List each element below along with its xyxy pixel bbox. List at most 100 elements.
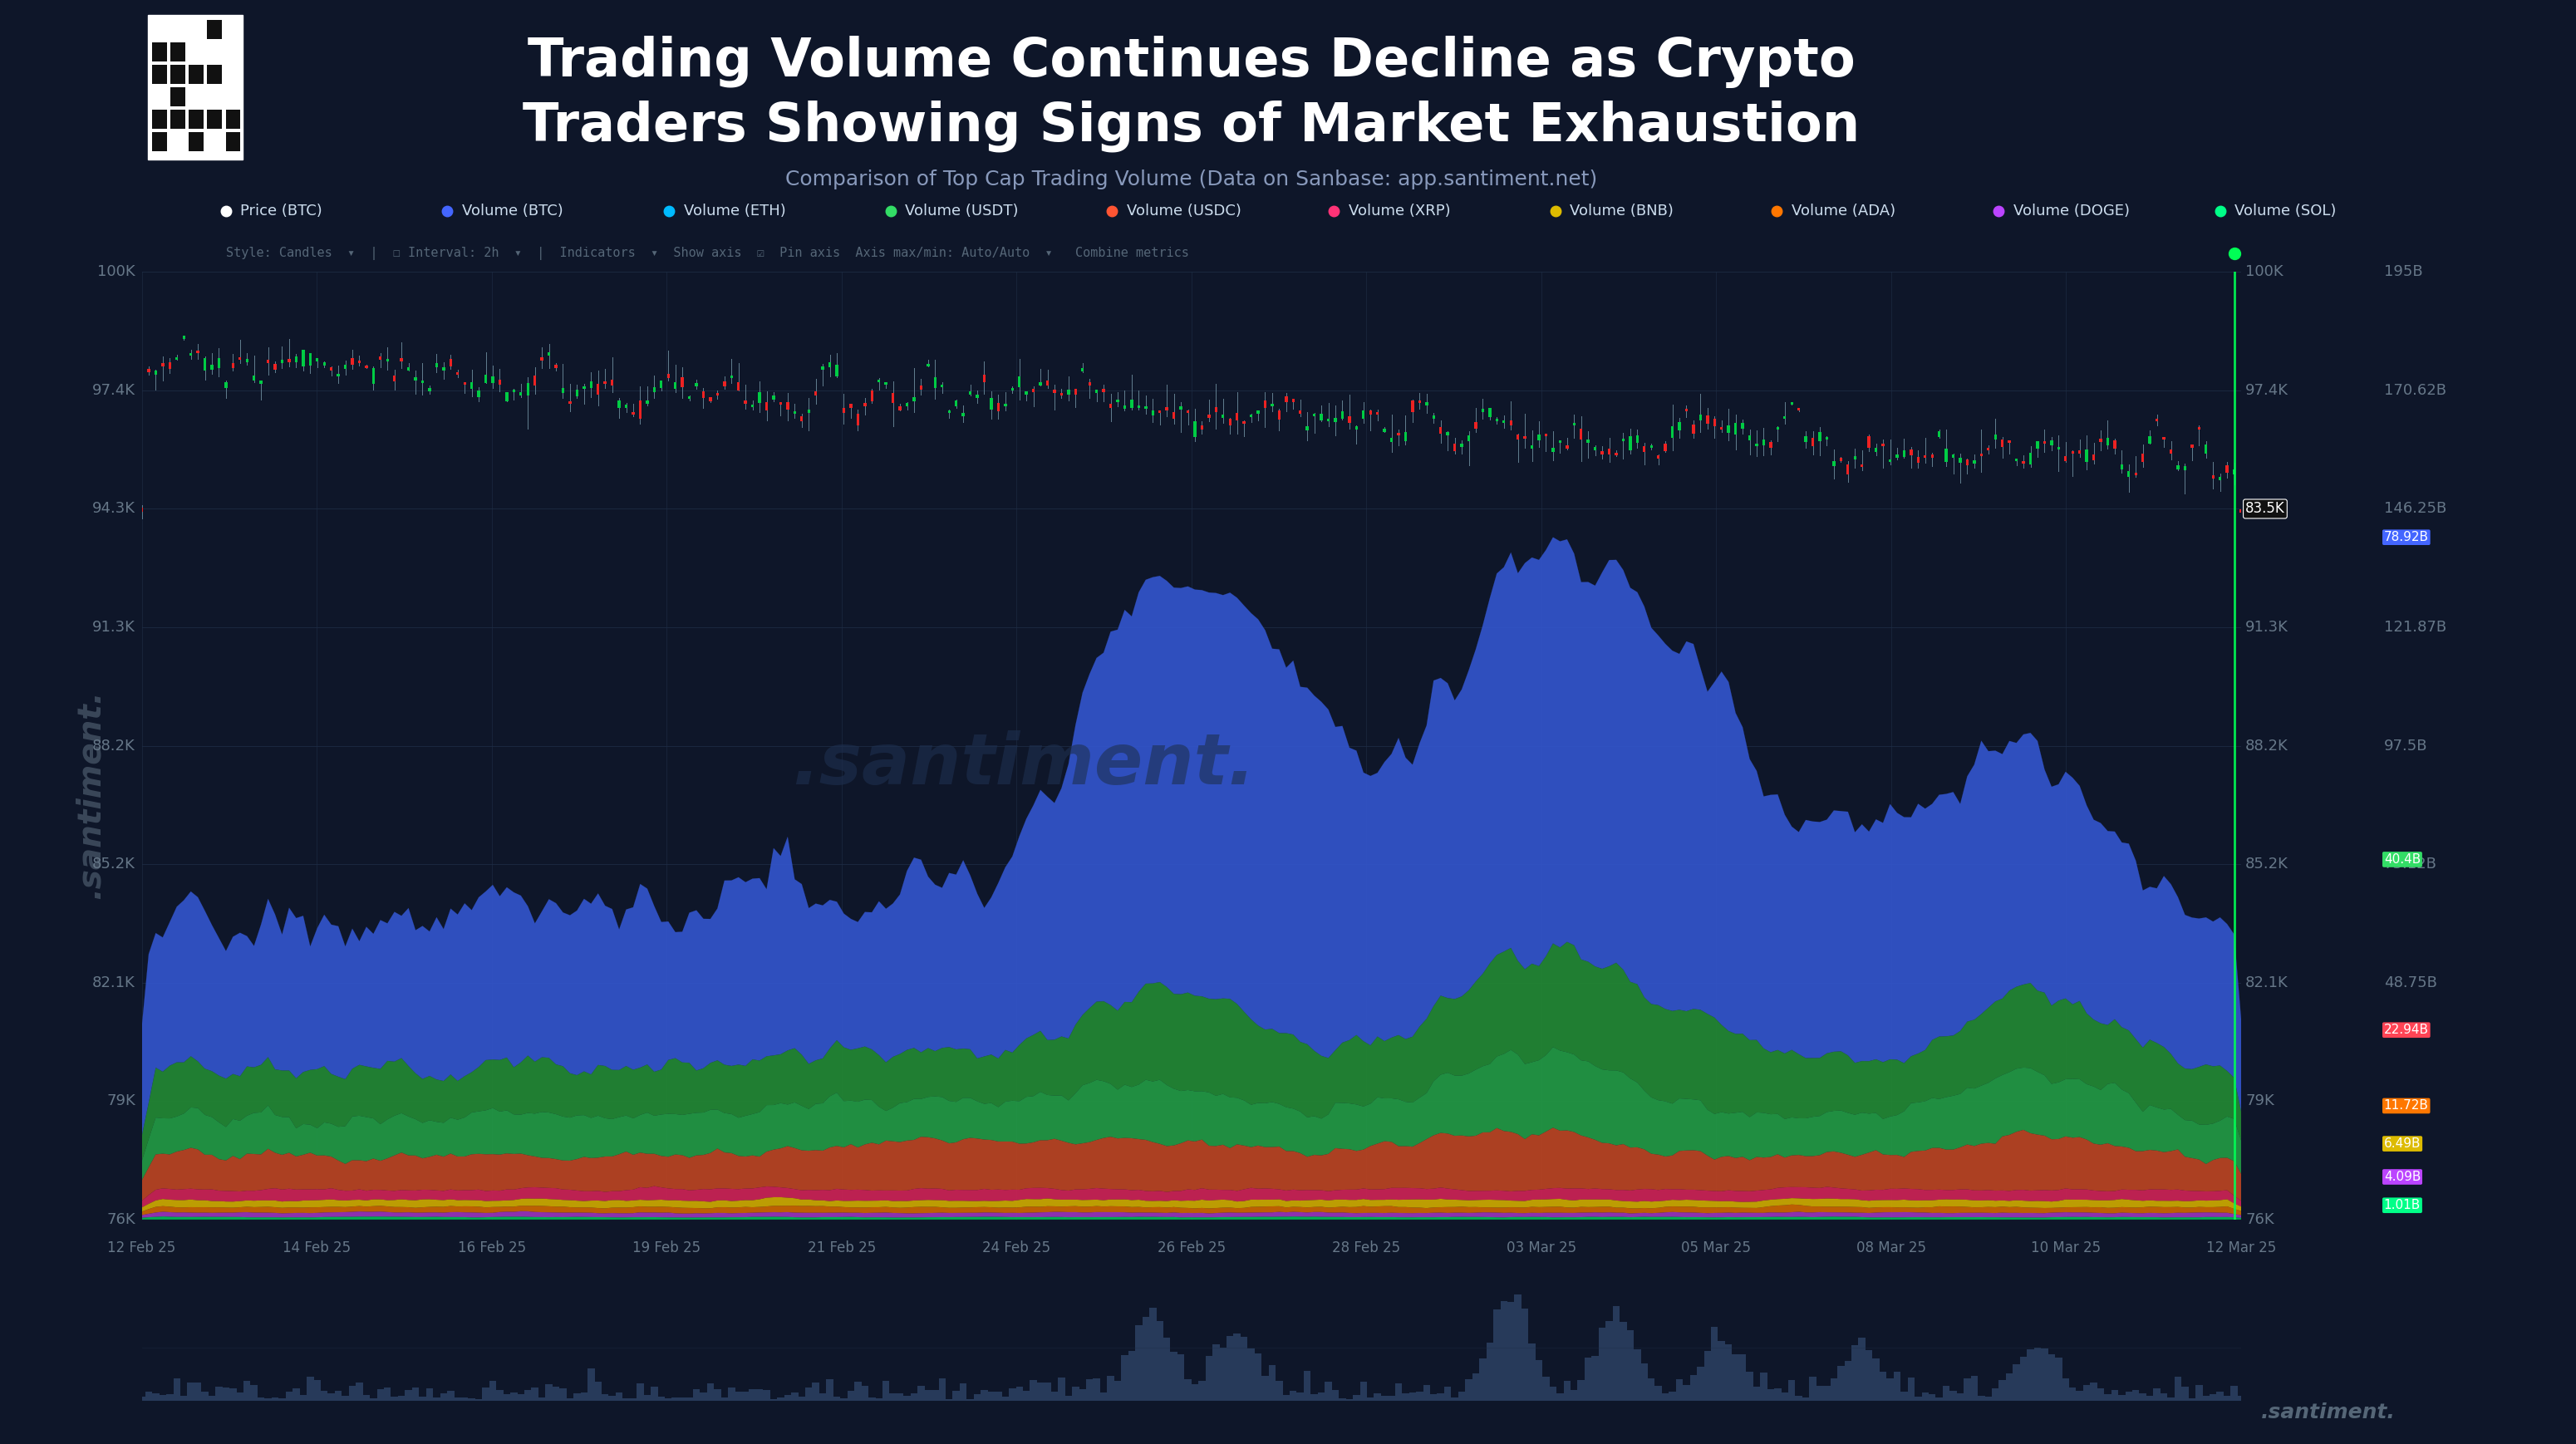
Bar [1401, 1393, 1409, 1401]
Bar [1731, 1354, 1739, 1401]
Bar [927, 364, 930, 367]
Bar [2048, 1354, 2056, 1401]
Bar [889, 1393, 896, 1401]
Bar [1092, 1378, 1100, 1401]
Bar [1880, 443, 1886, 446]
Bar [2213, 475, 2215, 478]
Bar [1808, 1378, 1816, 1401]
Bar [206, 20, 222, 39]
Bar [1937, 432, 1940, 438]
Bar [1628, 436, 1631, 451]
Bar [1270, 404, 1273, 406]
Bar [1095, 390, 1097, 393]
Bar [1010, 1388, 1015, 1401]
Bar [961, 1383, 966, 1401]
Bar [1700, 414, 1703, 420]
Bar [162, 364, 165, 365]
Bar [2226, 465, 2228, 472]
Text: .santiment.: .santiment. [75, 690, 106, 898]
Bar [216, 358, 222, 368]
Bar [891, 393, 894, 403]
Bar [322, 362, 325, 365]
Bar [1909, 449, 1911, 455]
Bar [652, 387, 657, 391]
Bar [675, 381, 677, 388]
Bar [435, 364, 438, 367]
Bar [412, 1388, 420, 1401]
Bar [1775, 1389, 1780, 1401]
Text: 22.94B: 22.94B [2383, 1024, 2429, 1037]
Bar [1803, 436, 1808, 442]
Bar [170, 87, 185, 107]
Bar [188, 133, 204, 152]
Bar [1855, 456, 1857, 459]
Bar [152, 1393, 160, 1401]
Bar [147, 370, 149, 373]
Bar [497, 1389, 502, 1401]
Bar [1121, 1354, 1128, 1401]
Bar [744, 400, 747, 403]
Bar [2231, 1386, 2239, 1401]
Bar [855, 413, 860, 426]
Bar [2190, 445, 2192, 448]
Bar [814, 391, 817, 396]
Bar [196, 351, 198, 354]
Bar [1324, 1382, 1332, 1401]
Bar [786, 401, 788, 410]
Bar [1445, 1386, 1450, 1401]
Bar [1409, 1392, 1417, 1401]
Bar [933, 377, 938, 387]
Bar [358, 360, 361, 362]
Bar [840, 1398, 848, 1401]
Bar [778, 401, 783, 404]
Bar [1347, 416, 1350, 423]
Bar [1958, 1393, 1963, 1401]
Bar [912, 397, 914, 401]
Bar [392, 1396, 397, 1401]
Bar [2148, 436, 2151, 443]
Bar [1131, 400, 1133, 409]
Bar [611, 380, 613, 386]
Text: 11.72B: 11.72B [2383, 1099, 2429, 1112]
Text: 91.3K: 91.3K [93, 619, 137, 635]
Bar [265, 1398, 270, 1401]
Bar [348, 1386, 355, 1401]
Bar [1783, 416, 1785, 419]
Bar [399, 358, 402, 361]
Bar [1030, 1380, 1038, 1401]
Bar [379, 357, 381, 360]
Bar [1043, 1382, 1051, 1401]
Text: 97.4K: 97.4K [2246, 383, 2287, 399]
Bar [2166, 1398, 2174, 1401]
Bar [1901, 1392, 1909, 1401]
Bar [2079, 451, 2081, 453]
Bar [533, 375, 536, 386]
Bar [355, 1382, 363, 1401]
Bar [842, 409, 845, 413]
Bar [1164, 407, 1170, 410]
Bar [938, 1379, 945, 1401]
Text: 79K: 79K [2246, 1093, 2275, 1109]
Bar [250, 1385, 258, 1401]
Bar [188, 65, 204, 84]
Bar [188, 110, 204, 129]
Bar [737, 383, 739, 390]
Bar [1108, 1376, 1115, 1401]
Text: 85.2K: 85.2K [93, 856, 137, 872]
Bar [1819, 432, 1821, 440]
Bar [371, 1399, 376, 1401]
Bar [595, 1382, 603, 1401]
Bar [1749, 436, 1752, 440]
Text: 91.3K: 91.3K [2246, 619, 2287, 635]
Bar [317, 358, 319, 361]
Bar [471, 383, 474, 388]
Bar [567, 1398, 574, 1401]
Bar [1579, 429, 1582, 439]
Bar [896, 1393, 904, 1401]
Bar [1543, 1378, 1551, 1401]
Bar [855, 1382, 860, 1401]
Bar [1136, 1326, 1141, 1401]
Bar [1893, 1372, 1901, 1401]
Bar [2058, 446, 2061, 449]
Bar [2195, 1385, 2202, 1401]
